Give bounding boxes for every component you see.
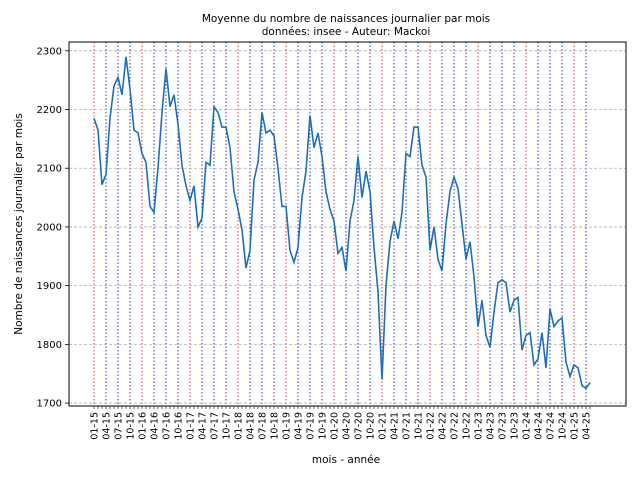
y-tick-label: 1900	[37, 281, 62, 292]
x-tick-label: 07-19	[306, 412, 317, 440]
y-axis: 1700 1800 1900 2000 2100 2200 2300	[37, 46, 69, 410]
y-tick-label: 2200	[37, 105, 62, 116]
month-gridlines	[93, 42, 587, 406]
x-tick-label: 04-15	[102, 412, 113, 440]
x-tick-label: 01-21	[378, 412, 389, 440]
x-tick-label: 01-17	[186, 412, 197, 440]
y-axis-label: Nombre de naissances journalier par mois	[13, 113, 25, 335]
x-tick-label: 10-15	[126, 412, 137, 440]
x-axis: 01-15 04-15 07-15 10-15 01-16 04-16 07-16 10-16…	[90, 406, 593, 440]
y-tick-label: 1800	[37, 340, 62, 351]
x-tick-label: 10-19	[318, 412, 329, 440]
x-tick-label: 04-24	[534, 412, 545, 440]
x-tick-label: 07-20	[354, 412, 365, 440]
x-tick-label: 01-20	[330, 412, 341, 440]
x-tick-label: 01-15	[90, 412, 101, 440]
x-tick-label: 10-20	[366, 412, 377, 440]
x-tick-label: 04-18	[246, 412, 257, 440]
x-tick-label: 01-19	[282, 412, 293, 440]
x-tick-label: 10-22	[462, 412, 473, 440]
x-tick-label: 01-24	[522, 412, 533, 440]
x-tick-label: 10-18	[270, 412, 281, 440]
x-tick-label: 10-16	[174, 412, 185, 440]
series-line	[93, 56, 591, 390]
x-tick-label: 07-21	[402, 412, 413, 440]
x-tick-label: 10-21	[414, 412, 425, 440]
x-axis-label: mois - année	[312, 454, 380, 466]
x-tick-label: 01-18	[234, 412, 245, 440]
x-tick-label: 01-22	[426, 412, 437, 440]
x-tick-label: 04-25	[582, 412, 593, 440]
x-tick-label: 01-16	[138, 412, 149, 440]
plot-frame	[68, 41, 627, 407]
x-tick-label: 07-18	[258, 412, 269, 440]
x-tick-label: 01-23	[474, 412, 485, 440]
x-tick-label: 07-23	[498, 412, 509, 440]
x-tick-label: 07-17	[210, 412, 221, 440]
x-tick-label: 10-23	[510, 412, 521, 440]
chart-subtitle: données: insee - Auteur: Mackoi	[262, 26, 430, 38]
y-tick-label: 2000	[37, 222, 62, 233]
x-tick-label: 07-16	[162, 412, 173, 440]
x-tick-label: 07-24	[546, 412, 557, 440]
x-tick-label: 04-20	[342, 412, 353, 440]
chart-title: Moyenne du nombre de naissances journali…	[202, 13, 490, 25]
x-tick-label: 04-17	[198, 412, 209, 440]
x-tick-label: 07-22	[450, 412, 461, 440]
x-tick-label: 04-23	[486, 412, 497, 440]
x-tick-label: 07-15	[114, 412, 125, 440]
x-tick-label: 10-17	[222, 412, 233, 440]
x-tick-label: 10-24	[558, 412, 569, 440]
x-tick-label: 04-22	[438, 412, 449, 440]
y-tick-label: 1700	[37, 399, 62, 410]
x-tick-label: 04-16	[150, 412, 161, 440]
x-tick-label: 01-25	[570, 412, 581, 440]
x-tick-label: 04-21	[390, 412, 401, 440]
horizontal-gridlines	[69, 50, 626, 404]
y-tick-label: 2300	[37, 46, 62, 57]
x-tick-label: 04-19	[294, 412, 305, 440]
y-tick-label: 2100	[37, 164, 62, 175]
